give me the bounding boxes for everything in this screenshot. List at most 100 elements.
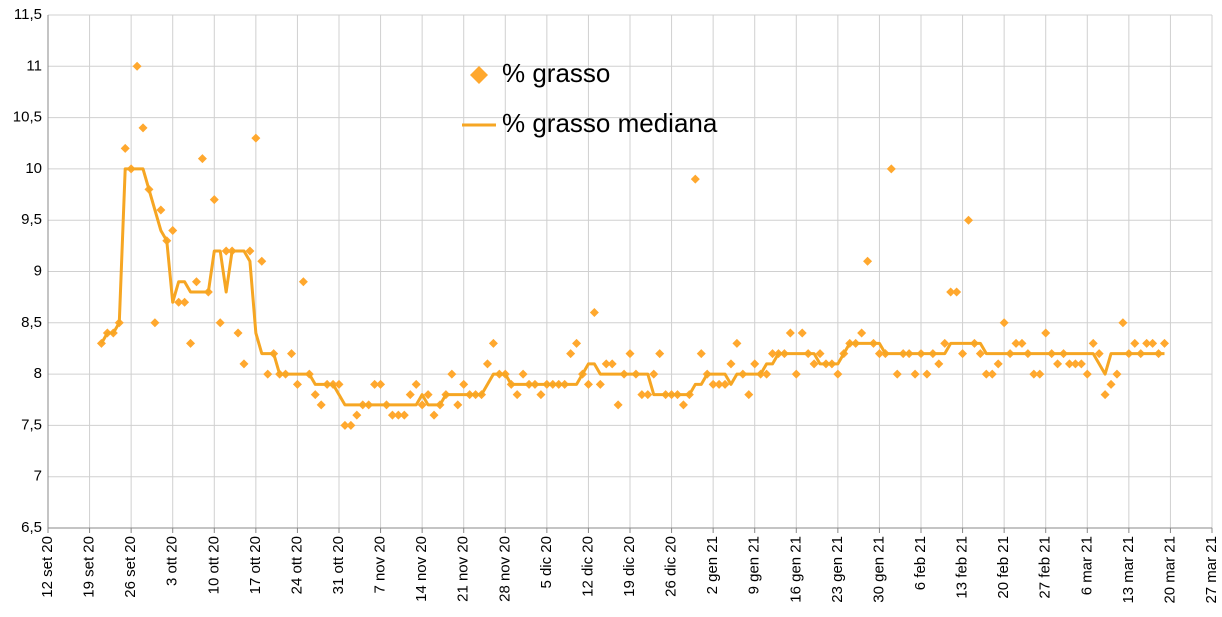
data-point [1100,390,1110,400]
data-point [138,123,148,133]
y-tick-label: 7 [34,468,42,485]
data-point [174,297,184,307]
x-tick-label: 30 gen 21 [870,536,887,603]
data-point [797,328,807,338]
data-point [714,379,724,389]
data-point [791,369,801,379]
data-point [1142,338,1152,348]
x-tick-label: 20 feb 21 [995,536,1012,599]
data-point [1106,379,1116,389]
x-tick-label: 6 mar 21 [1078,536,1095,595]
data-point [857,328,867,338]
data-point [601,359,611,369]
x-tick-label: 27 feb 21 [1037,536,1054,599]
x-tick-label: 27 mar 21 [1203,536,1220,604]
data-point [482,359,492,369]
data-point [732,338,742,348]
x-tick-label: 26 set 20 [122,536,139,598]
data-point [233,328,243,338]
data-point [429,410,439,420]
x-tick-label: 6 feb 21 [912,536,929,590]
data-point [405,390,415,400]
data-point [209,195,219,205]
data-point [863,256,873,266]
data-point [595,379,605,389]
legend-label: % grasso [502,58,610,88]
data-point [310,390,320,400]
y-tick-label: 10 [25,160,42,177]
data-point [1011,338,1021,348]
data-point [197,154,207,164]
y-tick-label: 7,5 [21,416,42,433]
data-point [316,400,326,410]
data-point [376,379,386,389]
data-point [263,369,273,379]
x-tick-label: 7 nov 20 [372,536,389,594]
data-point [340,420,350,430]
data-point [453,400,463,410]
data-point [1118,318,1128,328]
x-tick-label: 13 mar 21 [1120,536,1137,604]
data-point [720,379,730,389]
data-point [566,349,576,359]
data-point [221,246,231,256]
data-point [393,410,403,420]
data-point [946,287,956,297]
data-point [257,256,267,266]
data-point [1076,359,1086,369]
data-point [613,400,623,410]
data-point [387,410,397,420]
data-point [964,215,974,225]
data-point [892,369,902,379]
data-point [637,390,647,400]
data-point [981,369,991,379]
data-point [655,349,665,359]
x-tick-label: 9 gen 21 [746,536,763,594]
data-point [1053,359,1063,369]
data-point [572,338,582,348]
data-point [833,369,843,379]
data-point [815,349,825,359]
data-point [1130,338,1140,348]
data-point [750,359,760,369]
data-point [191,277,201,287]
data-point [1029,369,1039,379]
data-point [292,379,302,389]
data-point [696,349,706,359]
data-point [708,379,718,389]
y-tick-label: 8,5 [21,314,42,331]
data-point [785,328,795,338]
data-point [1035,369,1045,379]
data-point [910,369,920,379]
x-tick-label: 26 dic 20 [663,536,680,597]
data-point [744,390,754,400]
y-tick-label: 8 [34,365,42,382]
data-point [251,133,261,143]
data-point [346,420,356,430]
data-point [1148,338,1158,348]
x-tick-label: 14 nov 20 [413,536,430,602]
y-tick-label: 6,5 [21,519,42,536]
data-point [993,359,1003,369]
data-point [150,318,160,328]
x-tick-label: 19 set 20 [81,536,98,598]
data-point [334,379,344,389]
data-point [411,379,421,389]
x-tick-label: 3 ott 20 [164,536,181,586]
x-tick-label: 12 dic 20 [579,536,596,597]
data-point [239,359,249,369]
x-tick-label: 10 ott 20 [205,536,222,594]
median-line [100,167,1165,407]
data-point [1070,359,1080,369]
x-tick-label: 23 gen 21 [829,536,846,603]
y-tick-label: 11 [26,57,42,74]
data-point [512,390,522,400]
y-tick-label: 9,5 [21,211,42,228]
data-point [1017,338,1027,348]
legend-swatch [470,66,488,84]
data-point [1159,338,1169,348]
data-point [245,246,255,256]
data-point [987,369,997,379]
data-point [399,410,409,420]
